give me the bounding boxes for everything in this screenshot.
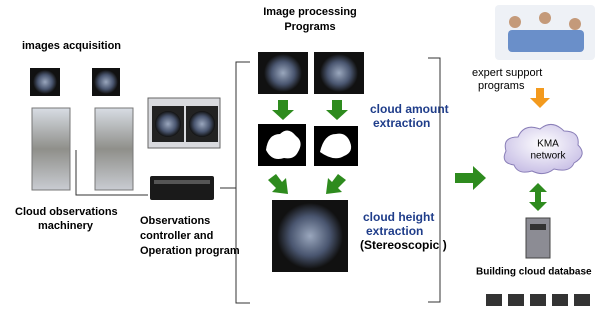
- people-body: [508, 30, 584, 52]
- controller-label: Observations: [140, 215, 210, 227]
- sky-image: [33, 70, 57, 94]
- server-slot: [530, 224, 546, 230]
- machinery-label: Cloud observations: [15, 206, 118, 218]
- monitor: [530, 294, 546, 306]
- person: [539, 12, 551, 24]
- bracket: [428, 58, 440, 302]
- person: [509, 16, 521, 28]
- arrow: [326, 100, 348, 120]
- amount-label: cloud amount: [370, 102, 449, 116]
- height-label: extraction: [366, 224, 423, 238]
- arrow: [326, 174, 346, 194]
- machine-photo: [32, 108, 70, 190]
- controller-label: controller and: [140, 230, 213, 242]
- processing-title: Programs: [284, 21, 335, 33]
- expert-label: programs: [478, 80, 525, 92]
- processing-title: Image processing: [263, 6, 357, 18]
- network-label: network: [530, 151, 566, 162]
- sky-image: [320, 54, 358, 92]
- method-label: (Stereoscopic ): [360, 238, 447, 252]
- controller-box: [150, 176, 214, 200]
- height-label: cloud height: [363, 210, 434, 224]
- diagram: images acquisition Cloud observations ma…: [0, 0, 609, 316]
- expert-label: expert support: [472, 67, 542, 79]
- acquisition-title: images acquisition: [22, 40, 121, 52]
- sky-image: [264, 54, 302, 92]
- person: [569, 18, 581, 30]
- arrow: [455, 166, 486, 190]
- screen-sky: [189, 111, 215, 137]
- machine-photo: [95, 108, 133, 190]
- double-arrow: [529, 183, 547, 211]
- monitor: [486, 294, 502, 306]
- sky-image: [94, 70, 118, 94]
- database-label: Building cloud database: [476, 267, 592, 278]
- amount-label: extraction: [373, 116, 430, 130]
- arrow: [530, 88, 550, 108]
- stereo-image: [277, 203, 343, 269]
- monitors: [486, 294, 590, 306]
- screen-sky: [155, 111, 181, 137]
- bracket: [236, 62, 250, 303]
- network-label: KMA: [537, 139, 559, 150]
- arrow: [272, 100, 294, 120]
- controller-detail: [154, 180, 210, 184]
- page: images acquisition Cloud observations ma…: [0, 0, 609, 316]
- machinery-label: machinery: [38, 220, 94, 232]
- monitor: [574, 294, 590, 306]
- arrow: [268, 174, 288, 194]
- monitor: [508, 294, 524, 306]
- controller-label: Operation program: [140, 245, 240, 257]
- monitor: [552, 294, 568, 306]
